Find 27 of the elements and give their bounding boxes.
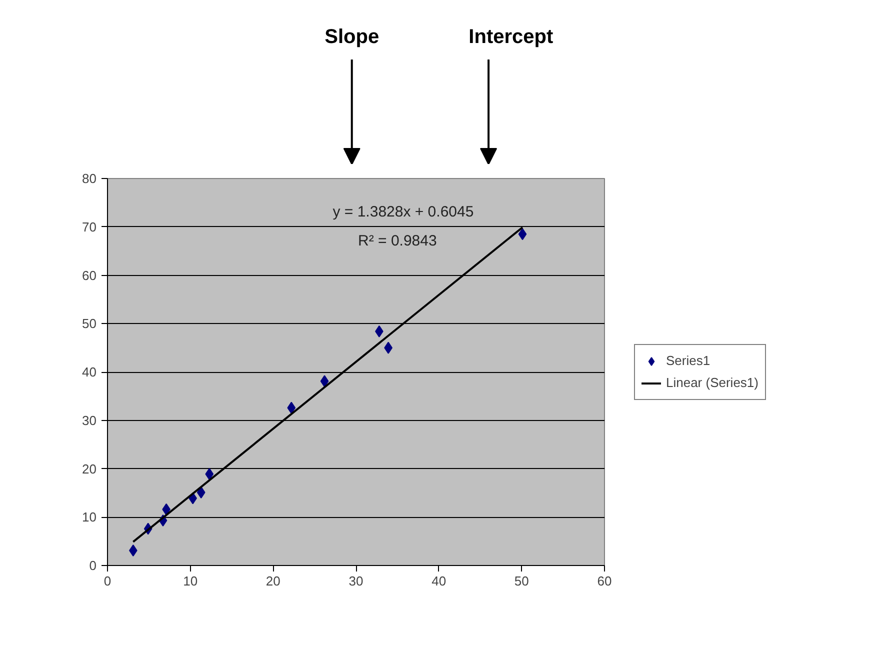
y-tick-label: 40	[82, 364, 97, 380]
point	[287, 402, 296, 414]
x-tick-label: 30	[348, 574, 364, 588]
point	[518, 228, 527, 240]
x-tick-label: 10	[183, 574, 198, 588]
point	[205, 468, 214, 480]
text: Intercept	[468, 26, 554, 48]
y-tick-label: 10	[82, 510, 97, 525]
legend-label: Series1	[666, 353, 710, 368]
point	[196, 486, 206, 498]
y-tick-label: 70	[82, 219, 97, 234]
x-tick-label: 40	[432, 574, 446, 588]
legend-label: Linear (Series1)	[666, 375, 758, 390]
x-tick-label: 20	[266, 574, 280, 588]
x-tick-label: 0	[104, 574, 112, 588]
y-tick-label: 80	[82, 171, 97, 186]
y-tick-label: 50	[82, 316, 97, 332]
y-tick-label: 30	[82, 412, 97, 428]
text: Slope	[324, 26, 380, 48]
x-tick-label: 60	[597, 574, 612, 588]
point	[320, 375, 329, 388]
annotation: y = 1.3828x + 0.6045	[332, 203, 474, 220]
y-tick-label: 20	[82, 461, 97, 476]
y-tick-label: 0	[89, 558, 97, 573]
y-tick-label: 60	[82, 268, 97, 283]
x-tick-label: 50	[514, 574, 529, 588]
annotation: R² = 0.9843	[358, 232, 437, 250]
